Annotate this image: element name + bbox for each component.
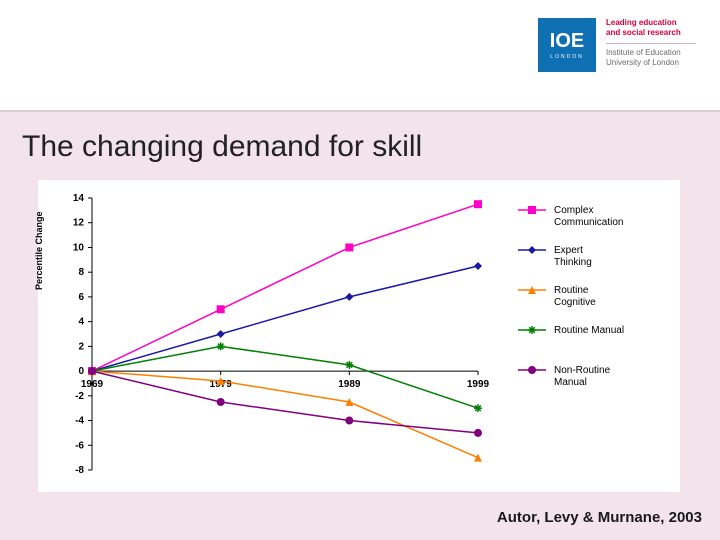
svg-text:4: 4 xyxy=(78,317,84,328)
svg-text:1969: 1969 xyxy=(81,379,104,390)
svg-text:-4: -4 xyxy=(75,416,84,427)
svg-text:0: 0 xyxy=(78,366,84,377)
svg-text:Non-Routine: Non-Routine xyxy=(554,365,611,376)
svg-text:10: 10 xyxy=(73,242,85,253)
slide-root: IOE LONDON Leading education and social … xyxy=(0,0,720,540)
svg-text:Manual: Manual xyxy=(554,377,587,388)
svg-text:Communication: Communication xyxy=(554,217,623,228)
citation-text: Autor, Levy & Murnane, 2003 xyxy=(497,509,702,526)
logo-line-2: and social research xyxy=(606,28,696,38)
chart-svg: -8-6-4-2024681012141969197919891999Compl… xyxy=(38,180,680,492)
svg-text:Thinking: Thinking xyxy=(554,257,592,268)
svg-text:1989: 1989 xyxy=(338,379,361,390)
svg-text:Cognitive: Cognitive xyxy=(554,297,596,308)
logo-main-text: IOE xyxy=(550,31,584,51)
svg-text:-8: -8 xyxy=(75,465,84,476)
logo-sep xyxy=(606,43,696,44)
svg-text:Routine Manual: Routine Manual xyxy=(554,325,624,336)
svg-text:Routine: Routine xyxy=(554,285,589,296)
svg-text:2: 2 xyxy=(78,341,84,352)
header-bar: IOE LONDON Leading education and social … xyxy=(0,0,720,112)
logo-line-1: Leading education xyxy=(606,18,696,28)
logo-line-3: Institute of Education xyxy=(606,48,696,58)
svg-text:-6: -6 xyxy=(75,440,84,451)
svg-text:-2: -2 xyxy=(75,391,84,402)
logo-text-block: Leading education and social research In… xyxy=(606,18,696,69)
svg-text:6: 6 xyxy=(78,292,84,303)
svg-text:12: 12 xyxy=(73,218,85,229)
svg-text:14: 14 xyxy=(73,193,85,204)
logo-sub-text: LONDON xyxy=(550,55,583,60)
logo-ioe: IOE LONDON xyxy=(538,18,596,72)
slide-title: The changing demand for skill xyxy=(22,130,422,164)
svg-text:Expert: Expert xyxy=(554,245,583,256)
chart-container: Percentile Change -8-6-4-202468101214196… xyxy=(38,180,680,492)
svg-text:Complex: Complex xyxy=(554,205,593,216)
logo-line-4: University of London xyxy=(606,58,696,68)
svg-text:8: 8 xyxy=(78,267,84,278)
logo-block: IOE LONDON Leading education and social … xyxy=(538,18,696,72)
svg-text:1999: 1999 xyxy=(467,379,490,390)
